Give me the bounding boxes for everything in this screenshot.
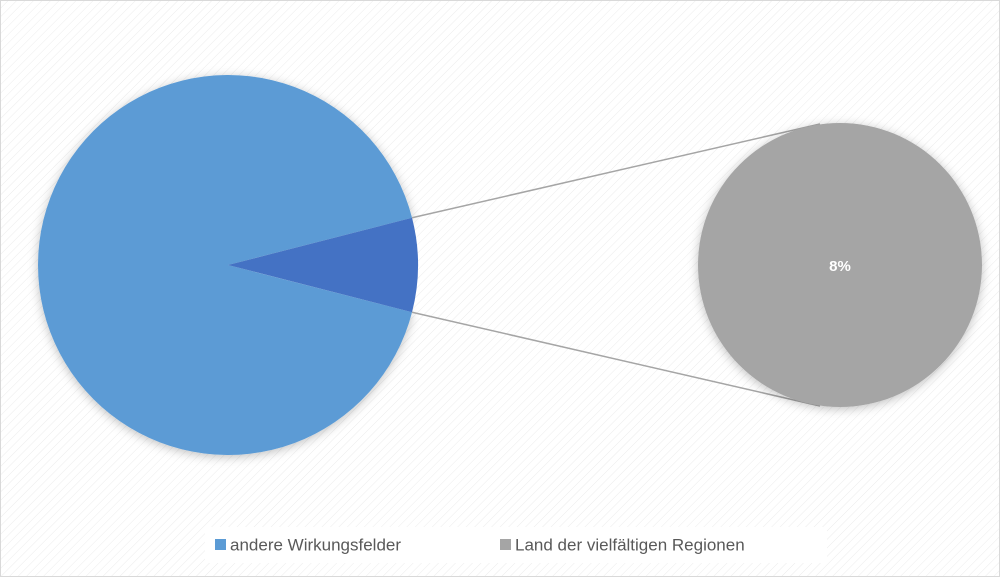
legend-swatch	[215, 539, 226, 550]
secondary-pie	[698, 123, 982, 407]
connector-line	[411, 311, 821, 407]
data-label: 8%	[829, 258, 851, 275]
pie-slice	[228, 217, 419, 313]
legend-label: andere Wirkungsfelder	[230, 535, 401, 554]
pie-slice	[37, 75, 413, 456]
legend-background	[205, 527, 827, 563]
legend-label: Land der vielfältigen Regionen	[515, 535, 745, 554]
connector-line	[411, 123, 821, 219]
legend-swatch	[500, 539, 511, 550]
